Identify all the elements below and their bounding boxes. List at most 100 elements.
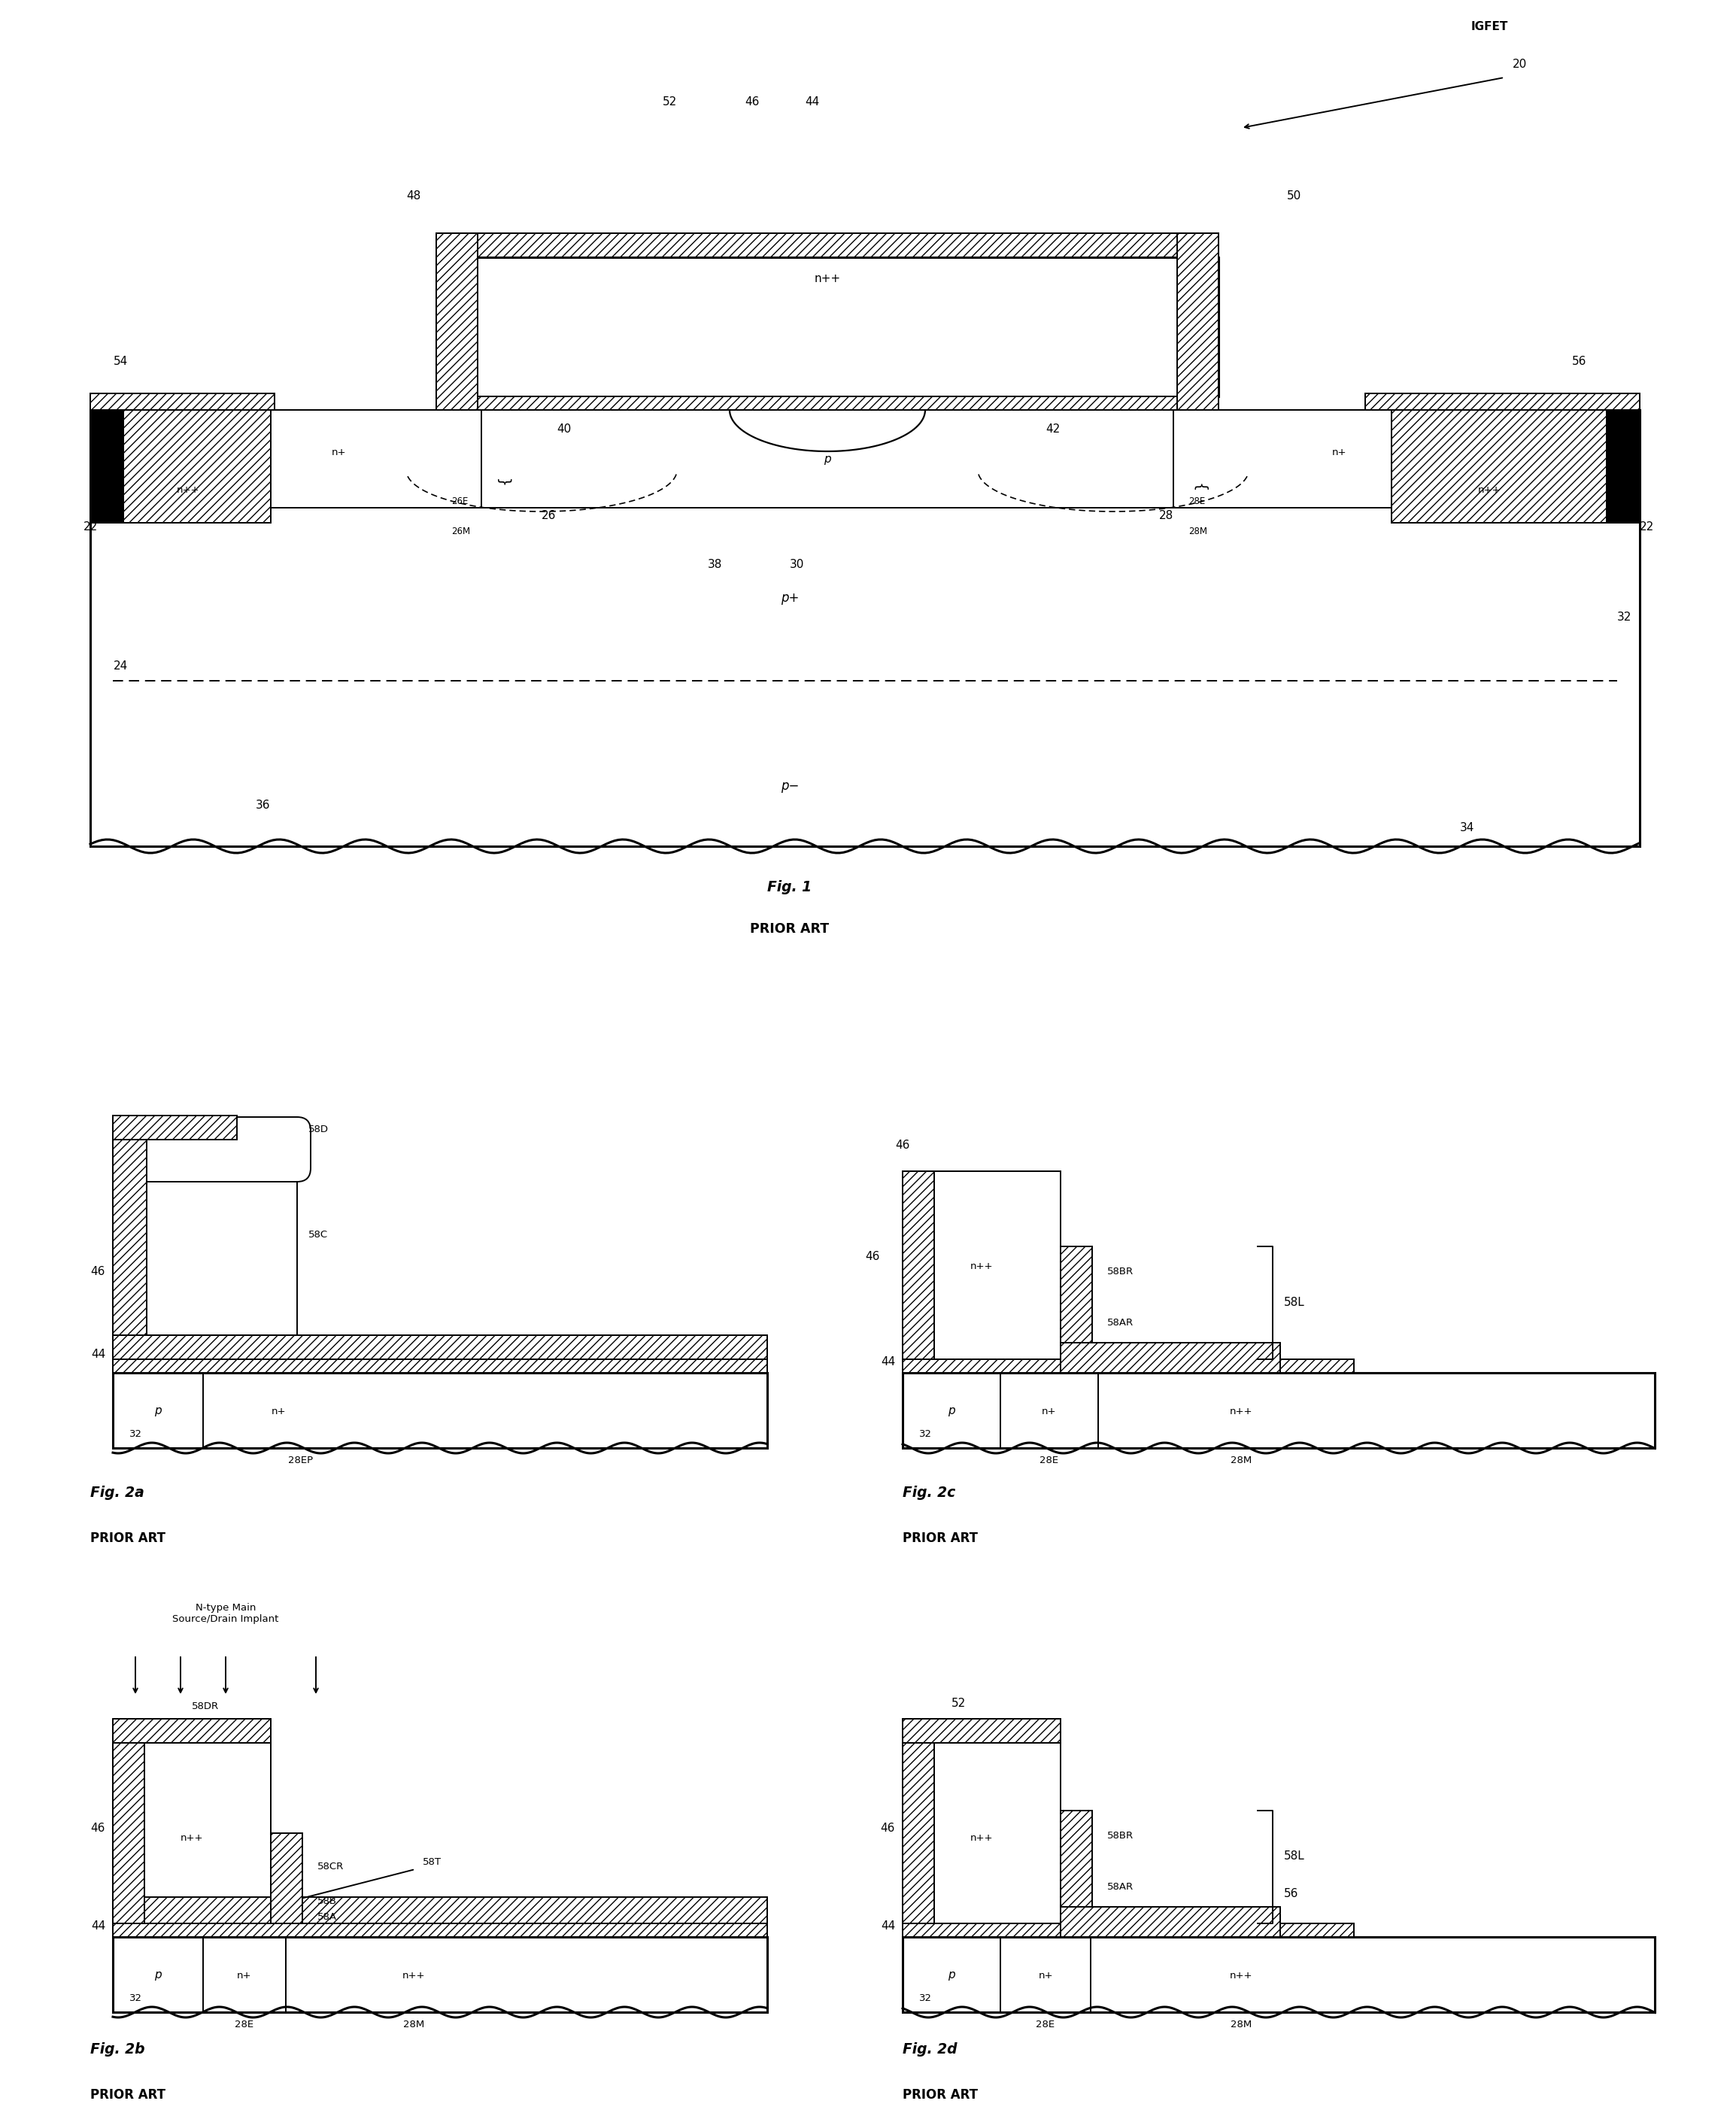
- Bar: [90, 410, 271, 523]
- Bar: [1061, 1810, 1092, 1923]
- Bar: [903, 1719, 1061, 1742]
- Text: 58L: 58L: [1285, 1851, 1305, 1861]
- Bar: [413, 410, 1241, 508]
- Text: 42: 42: [1045, 423, 1061, 436]
- Bar: [113, 1360, 767, 1373]
- Text: 58L: 58L: [1285, 1296, 1305, 1309]
- Bar: [113, 1334, 767, 1360]
- Bar: [271, 1834, 302, 1923]
- Text: n+: n+: [1038, 1970, 1052, 1980]
- Text: n+: n+: [332, 448, 345, 457]
- Text: 28E: 28E: [1036, 2019, 1055, 2029]
- Text: 40: 40: [557, 423, 571, 436]
- Text: 28E: 28E: [1189, 497, 1205, 506]
- Text: 46: 46: [896, 1139, 910, 1152]
- Text: p+: p+: [819, 397, 835, 406]
- Text: 32: 32: [918, 1430, 932, 1439]
- Bar: [1364, 393, 1641, 410]
- Text: 58C: 58C: [309, 1230, 328, 1239]
- Text: {: {: [1193, 482, 1207, 493]
- Text: 34: 34: [1460, 822, 1474, 833]
- Text: 52: 52: [951, 1698, 967, 1708]
- Text: 28E: 28E: [1040, 1456, 1059, 1466]
- Text: 20: 20: [1512, 60, 1526, 70]
- Text: 22: 22: [1641, 521, 1654, 533]
- Text: n++: n++: [403, 1970, 425, 1980]
- Bar: [903, 1171, 934, 1360]
- Text: 58DR: 58DR: [191, 1702, 219, 1711]
- Bar: [113, 1139, 146, 1334]
- Text: Fig. 2d: Fig. 2d: [903, 2042, 957, 2057]
- Text: 28M: 28M: [1189, 527, 1207, 536]
- Text: 44: 44: [90, 1921, 106, 1932]
- Bar: [903, 1171, 1061, 1360]
- Text: 32: 32: [918, 1993, 932, 2004]
- Text: 32: 32: [1618, 612, 1632, 623]
- Text: 58B: 58B: [309, 1334, 328, 1343]
- Text: n++: n++: [1477, 484, 1500, 495]
- Bar: [113, 1373, 767, 1447]
- Text: 44: 44: [880, 1356, 896, 1368]
- Bar: [436, 257, 1219, 397]
- Bar: [903, 1373, 1654, 1447]
- Bar: [113, 1898, 767, 1923]
- Text: 44: 44: [90, 1349, 106, 1360]
- Text: 58AR: 58AR: [1108, 1883, 1134, 1891]
- Text: 22: 22: [83, 521, 97, 533]
- Text: 56: 56: [1573, 355, 1587, 368]
- Bar: [1061, 1343, 1279, 1373]
- Text: 28: 28: [1160, 510, 1174, 521]
- Text: 32: 32: [128, 1993, 142, 2004]
- Text: p+: p+: [781, 591, 799, 606]
- Text: Fig. 1: Fig. 1: [767, 880, 812, 895]
- Bar: [903, 1742, 1061, 1923]
- Bar: [1061, 1247, 1092, 1360]
- Text: 26M: 26M: [451, 527, 470, 536]
- Text: p: p: [825, 453, 832, 465]
- Text: 52: 52: [661, 96, 677, 108]
- Text: 26: 26: [542, 510, 556, 521]
- Bar: [903, 1938, 1654, 2012]
- Text: n+: n+: [271, 1407, 286, 1417]
- FancyBboxPatch shape: [134, 1118, 311, 1182]
- Text: PRIOR ART: PRIOR ART: [903, 2089, 977, 2102]
- Bar: [1392, 410, 1641, 523]
- Text: p: p: [155, 1405, 161, 1417]
- Bar: [248, 410, 481, 508]
- Text: 44: 44: [880, 1921, 896, 1932]
- Text: PRIOR ART: PRIOR ART: [90, 1532, 165, 1545]
- Text: p: p: [155, 1970, 161, 1980]
- Bar: [903, 1742, 934, 1923]
- Text: PRIOR ART: PRIOR ART: [903, 1532, 977, 1545]
- Text: 58A: 58A: [309, 1347, 328, 1358]
- Text: 54: 54: [113, 355, 127, 368]
- Text: n++: n++: [970, 1834, 993, 1842]
- Text: 46: 46: [90, 1266, 106, 1277]
- Bar: [146, 1139, 297, 1334]
- Text: 30: 30: [790, 559, 804, 570]
- Text: 46: 46: [90, 1823, 106, 1834]
- Bar: [113, 1742, 271, 1923]
- Bar: [436, 397, 1219, 410]
- Text: 58AR: 58AR: [1108, 1318, 1134, 1328]
- Bar: [1177, 234, 1219, 410]
- Text: p−: p−: [781, 780, 799, 793]
- Text: n+: n+: [1042, 1407, 1057, 1417]
- Text: n++: n++: [970, 1262, 993, 1271]
- Text: 24: 24: [113, 661, 127, 672]
- Text: 28M: 28M: [403, 2019, 424, 2029]
- Bar: [113, 1938, 767, 2012]
- Text: 58D: 58D: [309, 1124, 328, 1135]
- Text: n++: n++: [177, 484, 200, 495]
- Bar: [903, 1360, 1354, 1373]
- Bar: [1606, 410, 1641, 523]
- Text: 46: 46: [866, 1252, 880, 1262]
- Bar: [113, 1116, 236, 1139]
- Text: 58A: 58A: [318, 1912, 337, 1921]
- Text: PRIOR ART: PRIOR ART: [90, 2089, 165, 2102]
- Text: 56: 56: [1285, 1887, 1299, 1900]
- Bar: [903, 1923, 1354, 1938]
- Text: 28EP: 28EP: [288, 1456, 312, 1466]
- Bar: [113, 1742, 144, 1923]
- Text: Fig. 2c: Fig. 2c: [903, 1485, 955, 1500]
